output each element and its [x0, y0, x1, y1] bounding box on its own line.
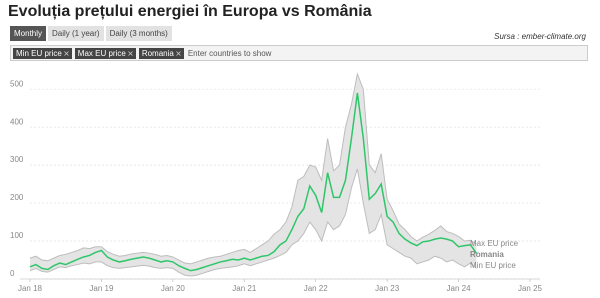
country-selector: Min EU price Max EU price Romania Enter … — [10, 45, 588, 61]
y-tick-label: 400 — [10, 117, 24, 126]
tag: Min EU price — [13, 47, 72, 59]
tag: Max EU price — [74, 47, 136, 59]
x-tick-label: Jan 24 — [447, 284, 472, 293]
tag-label: Min EU price — [16, 48, 62, 58]
x-tick-label: Jan 20 — [161, 284, 186, 293]
range-band — [30, 74, 477, 276]
series-line — [29, 72, 477, 265]
title: Evoluția prețului energiei în Europa vs … — [8, 3, 372, 20]
y-tick-label: 100 — [10, 231, 24, 240]
legend-label: Min EU price — [470, 261, 516, 270]
x-tick-label: Jan 21 — [232, 284, 257, 293]
y-tick-label: 500 — [10, 79, 24, 88]
frequency-buttons: Monthly Daily (1 year) Daily (3 months) — [10, 26, 172, 41]
button[interactable]: Monthly — [10, 26, 47, 41]
chart: 0 100 200 300 400 500 Jan 18 Jan 19 Jan 20 Jan 21… — [10, 72, 543, 293]
legend-label: Romania — [470, 250, 504, 259]
button[interactable]: Daily (3 months) — [105, 26, 172, 41]
y-tick-label: 0 — [10, 269, 15, 278]
tag-label: Romania — [141, 48, 174, 58]
search-input[interactable]: Enter countries to show — [187, 48, 272, 58]
x-tick-label: Jan 23 — [375, 284, 400, 293]
remove-icon[interactable] — [64, 50, 69, 56]
button[interactable]: Daily (1 year) — [48, 26, 104, 41]
x-tick-label: Jan 19 — [89, 284, 114, 293]
y-tick-label: 200 — [10, 193, 24, 202]
series-line — [29, 92, 478, 272]
y-tick-label: 300 — [10, 155, 24, 164]
legend-label: Max EU price — [470, 239, 519, 248]
remove-icon[interactable] — [128, 50, 133, 56]
series-line — [29, 168, 477, 277]
remove-icon[interactable] — [176, 50, 181, 56]
x-tick-label: Jan 18 — [18, 284, 43, 293]
tag-label: Max EU price — [77, 48, 126, 58]
x-tick-label: Jan 22 — [304, 284, 329, 293]
tag: Romania — [138, 47, 184, 59]
x-tick-label: Jan 25 — [518, 284, 543, 293]
source: Sursa : ember-climate.org — [494, 32, 586, 41]
